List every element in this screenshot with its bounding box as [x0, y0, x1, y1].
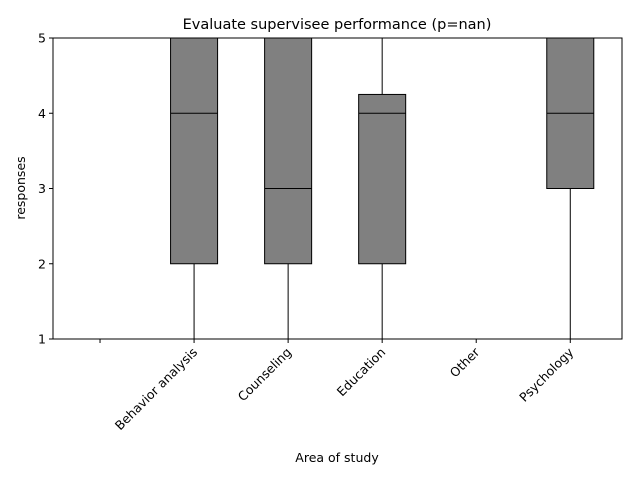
boxes-layer	[170, 37, 595, 340]
y-tick-label: 1	[38, 332, 46, 347]
x-axis-label: Area of study	[295, 450, 379, 465]
x-tick-label: Psychology	[516, 344, 577, 405]
plot-frame	[52, 37, 623, 340]
box-iqr	[358, 93, 407, 265]
y-tick-label: 3	[38, 181, 46, 196]
box-behavior-analysis	[170, 37, 219, 340]
x-tick-label: Counseling	[235, 345, 295, 405]
box-counseling	[264, 37, 313, 340]
box-education	[358, 37, 407, 340]
box-iqr	[170, 37, 219, 265]
x-tick-label: Education	[334, 345, 389, 400]
box-iqr	[264, 37, 313, 265]
x-tick-label: Other	[447, 344, 483, 380]
chart-title: Evaluate supervisee performance (p=nan)	[183, 17, 492, 33]
y-tick-label: 5	[38, 31, 46, 46]
y-axis-label: responses	[13, 156, 28, 219]
x-tick-label: Behavior analysis	[112, 345, 200, 433]
y-tick-label: 2	[38, 256, 46, 271]
y-tick-label: 4	[38, 106, 46, 121]
box-psychology	[546, 37, 595, 340]
